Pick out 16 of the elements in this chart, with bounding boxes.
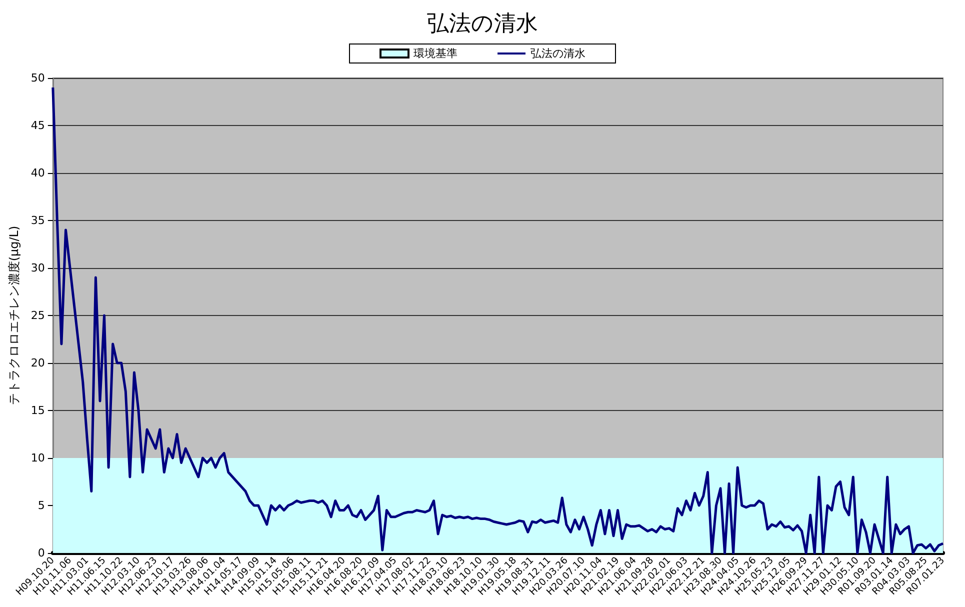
y-tick-label: 0	[38, 546, 45, 560]
y-tick-label: 25	[30, 309, 45, 322]
y-tick-label: 10	[30, 452, 45, 464]
legend-label: 環境基準	[414, 47, 458, 60]
y-tick-label: 20	[30, 356, 45, 370]
y-tick-label: 30	[30, 262, 45, 274]
y-tick-label: 50	[30, 72, 45, 84]
chart-title: 弘法の清水	[427, 12, 538, 36]
line-series	[52, 86, 944, 554]
y-tick-label: 5	[38, 499, 45, 512]
legend-label: 弘法の清水	[530, 47, 586, 60]
y-tick-label: 35	[30, 214, 45, 227]
y-axis-title: テトラクロロエチレン濃度(μg/L)	[7, 226, 21, 406]
y-tick-label: 40	[30, 166, 45, 180]
y-tick-label: 45	[30, 119, 45, 132]
y-tick-label: 15	[30, 404, 45, 417]
